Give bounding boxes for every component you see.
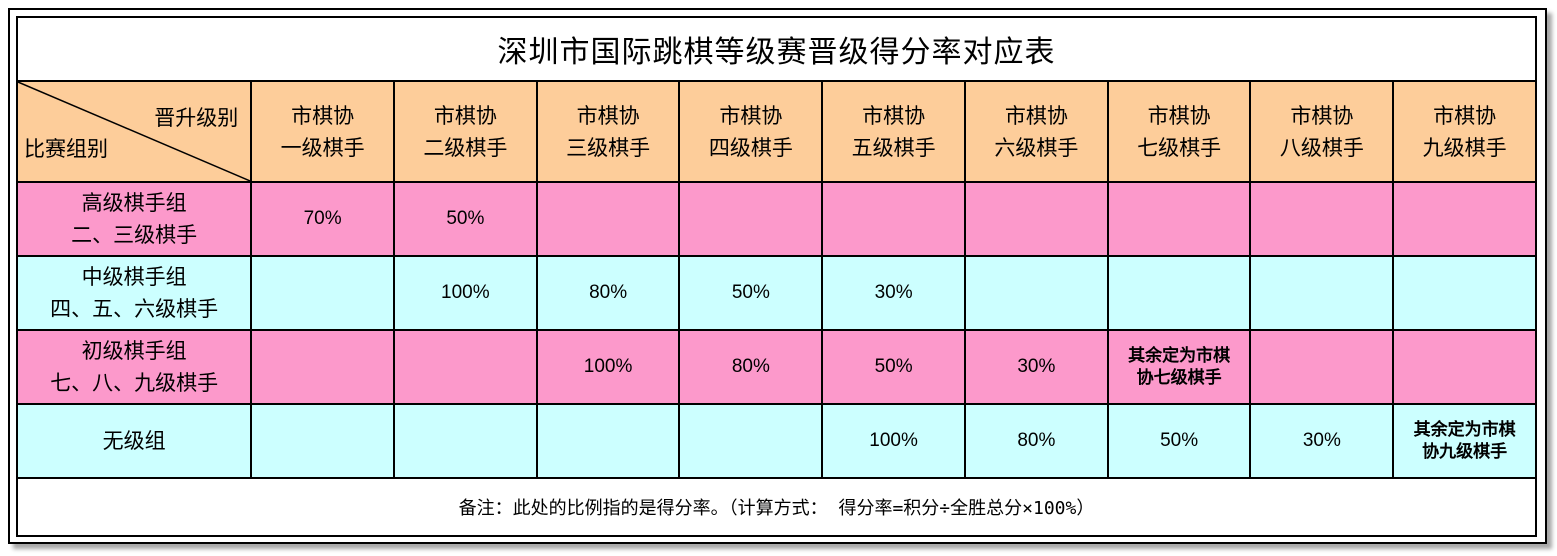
column-header: 市棋协 九级棋手: [1392, 80, 1537, 183]
rate-cell: [1392, 329, 1537, 405]
group-label-cell: 初级棋手组七、八、九级棋手: [15, 329, 253, 405]
column-header: 市棋协 三级棋手: [535, 80, 681, 183]
promotion-table: 深圳市国际跳棋等级赛晋级得分率对应表 晋升级别 比赛组别 市棋协一级棋手 市棋协…: [15, 16, 1537, 537]
column-header: 市棋协 一级棋手: [250, 80, 395, 183]
table-title: 深圳市国际跳棋等级赛晋级得分率对应表: [16, 16, 1537, 82]
rate-cell: 30%: [821, 255, 966, 331]
remainder-note-line1: 其余定为市棋: [1128, 346, 1231, 366]
group-name: 高级棋手组: [81, 191, 187, 215]
table-row: 中级棋手组四、五、六级棋手 100% 80% 50% 30%: [15, 255, 1537, 331]
rate-cell: 50%: [392, 181, 538, 257]
footer-note: 备注：此处的比例指的是得分率。（计算方式： 得分率=积分÷全胜总分×100%）: [16, 477, 1537, 537]
column-header-line1: 市棋协: [1290, 103, 1354, 128]
column-header: 市棋协 五级棋手: [821, 80, 966, 183]
rate-cell: [1392, 255, 1537, 331]
rate-cell: 50%: [821, 329, 966, 405]
column-header: 市棋协 六级棋手: [963, 80, 1109, 183]
title-row: 深圳市国际跳棋等级赛晋级得分率对应表: [16, 16, 1537, 82]
corner-header-cell: 晋升级别 比赛组别: [15, 80, 253, 183]
rate-cell: 100%: [392, 255, 538, 331]
rate-cell: [1249, 181, 1395, 257]
rate-cell: 30%: [1249, 403, 1395, 479]
corner-bottom-left-label: 比赛组别: [24, 137, 108, 161]
remainder-note-line1: 其余定为市棋: [1413, 420, 1516, 440]
rate-cell: 100%: [535, 329, 681, 405]
column-header-line2: 三级棋手: [566, 135, 651, 160]
column-header-line1: 市棋协: [291, 103, 355, 128]
column-header-line1: 市棋协: [862, 103, 926, 128]
column-header-line1: 市棋协: [719, 103, 783, 128]
group-label-cell: 无级组: [15, 403, 253, 479]
rate-cell: [678, 403, 824, 479]
header-row: 晋升级别 比赛组别 市棋协一级棋手 市棋协二级棋手 市棋协三级棋手 市棋协四级棋…: [15, 80, 1537, 183]
diagonal-line: [18, 82, 251, 181]
rate-cell: 100%: [821, 403, 966, 479]
group-label-cell: 高级棋手组二、三级棋手: [15, 181, 253, 257]
rate-cell: [250, 329, 395, 405]
rate-cell: [392, 329, 538, 405]
column-header-line2: 一级棋手: [280, 135, 365, 160]
rate-cell: 80%: [535, 255, 681, 331]
group-label-cell: 中级棋手组四、五、六级棋手: [15, 255, 253, 331]
rate-cell: [963, 181, 1109, 257]
corner-top-right-label: 晋升级别: [154, 106, 239, 130]
column-header-line1: 市棋协: [1147, 103, 1211, 128]
remainder-note-line2: 协七级棋手: [1136, 368, 1222, 388]
group-levels: 四、五、六级棋手: [50, 297, 219, 321]
rate-cell: [535, 181, 681, 257]
rate-cell: [1106, 181, 1252, 257]
column-header-line1: 市棋协: [1433, 103, 1497, 128]
column-header-line1: 市棋协: [1004, 103, 1068, 128]
column-header: 市棋协 七级棋手: [1106, 80, 1252, 183]
rate-cell: [1249, 329, 1395, 405]
column-header-line2: 四级棋手: [708, 135, 793, 160]
rate-cell: [250, 403, 395, 479]
table-row: 高级棋手组二、三级棋手 70% 50%: [15, 181, 1537, 257]
rate-cell: 80%: [963, 403, 1109, 479]
group-name: 初级棋手组: [81, 339, 187, 363]
column-header-line1: 市棋协: [433, 103, 497, 128]
column-header: 市棋协 四级棋手: [678, 80, 824, 183]
column-header: 市棋协 二级棋手: [392, 80, 538, 183]
rate-cell: [392, 403, 538, 479]
group-levels: 二、三级棋手: [71, 223, 198, 247]
rate-cell: [963, 255, 1109, 331]
group-levels: 七、八、九级棋手: [50, 371, 219, 395]
footer-row: 备注：此处的比例指的是得分率。（计算方式： 得分率=积分÷全胜总分×100%）: [16, 477, 1537, 537]
table-row: 无级组 100% 80% 50% 30% 其余定为市棋 协九级棋手: [15, 403, 1537, 479]
column-header-line2: 七级棋手: [1137, 135, 1222, 160]
remainder-note-cell: 其余定为市棋 协七级棋手: [1106, 329, 1252, 405]
column-header-line2: 八级棋手: [1279, 135, 1364, 160]
column-header-line1: 市棋协: [576, 103, 640, 128]
group-name: 中级棋手组: [81, 265, 187, 289]
rate-cell: 70%: [250, 181, 395, 257]
rate-cell: [1106, 255, 1252, 331]
remainder-note-cell: 其余定为市棋 协九级棋手: [1392, 403, 1537, 479]
rate-cell: [821, 181, 966, 257]
rate-cell: [250, 255, 395, 331]
rate-cell: 50%: [678, 255, 824, 331]
column-header-line2: 九级棋手: [1422, 135, 1507, 160]
rate-cell: 30%: [963, 329, 1109, 405]
rate-cell: [535, 403, 681, 479]
column-header: 市棋协 八级棋手: [1249, 80, 1395, 183]
rate-cell: [1392, 181, 1537, 257]
table-row: 初级棋手组七、八、九级棋手 100% 80% 50% 30% 其余定为市棋 协七级…: [15, 329, 1537, 405]
rate-cell: 80%: [678, 329, 824, 405]
column-header-line2: 五级棋手: [851, 135, 936, 160]
column-header-line2: 二级棋手: [423, 135, 508, 160]
rate-cell: 50%: [1106, 403, 1252, 479]
remainder-note-line2: 协九级棋手: [1422, 442, 1508, 462]
rate-cell: [1249, 255, 1395, 331]
column-header-line2: 六级棋手: [994, 135, 1079, 160]
rate-cell: [678, 181, 824, 257]
